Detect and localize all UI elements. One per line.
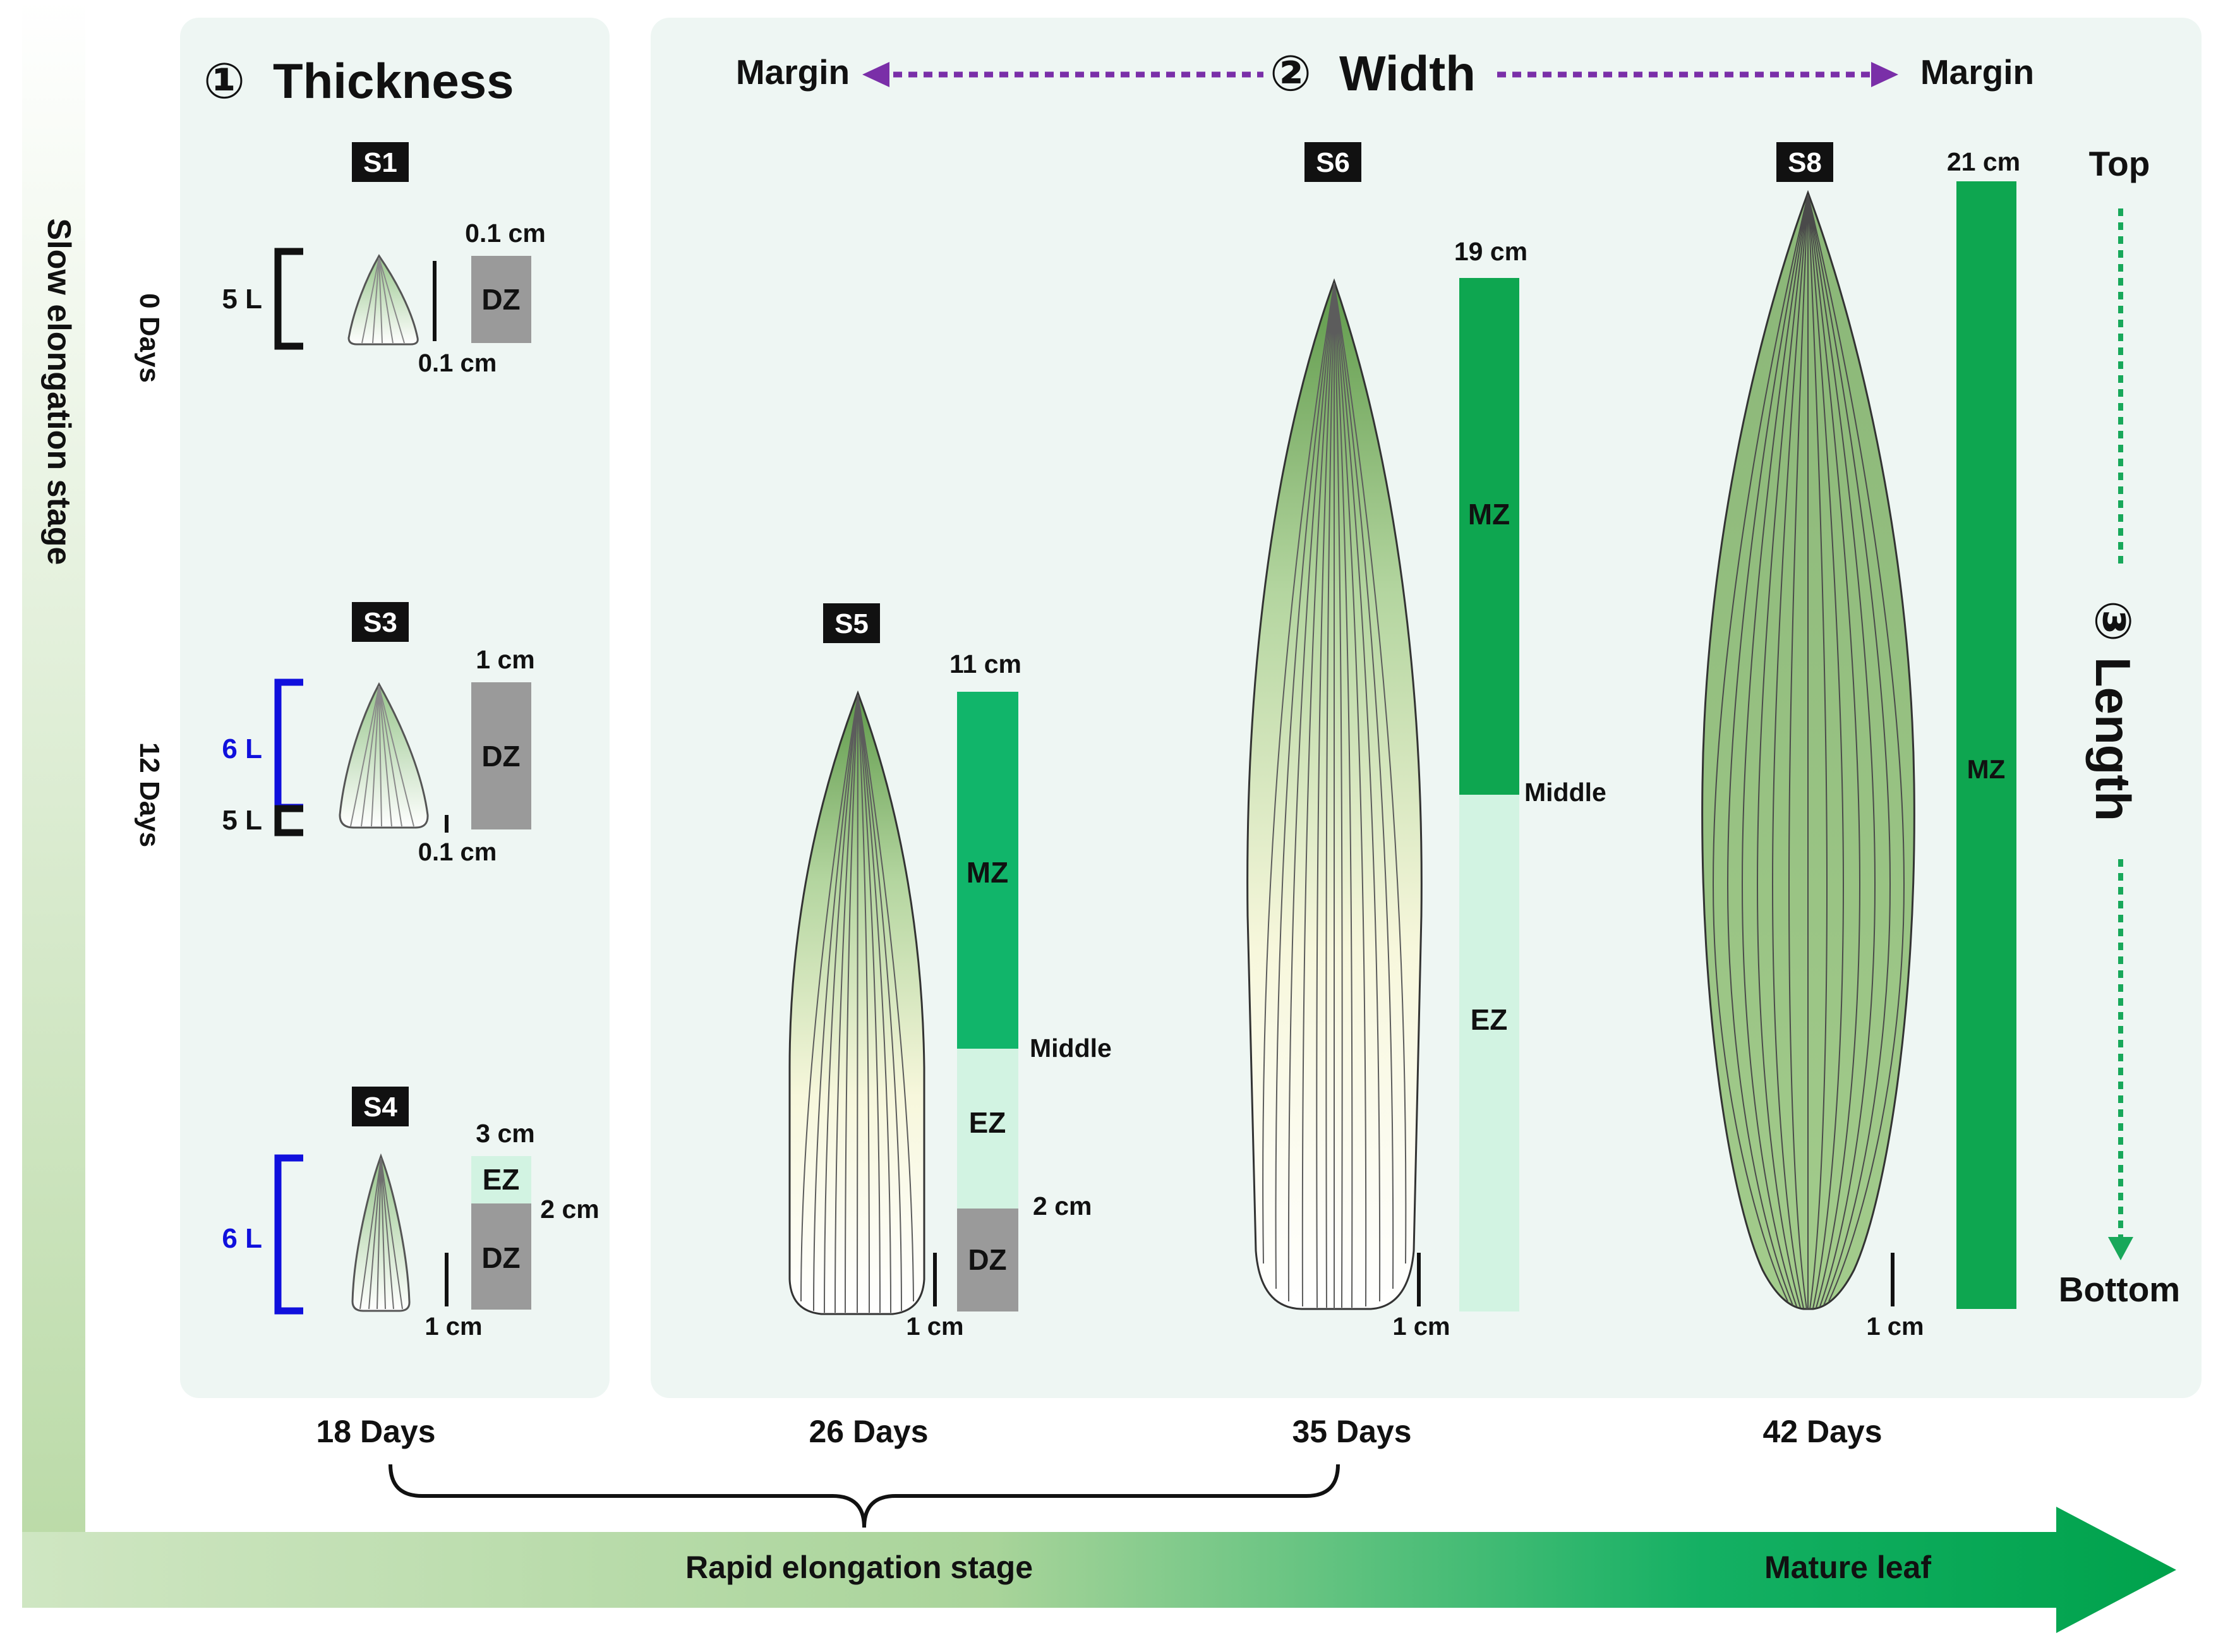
- stage-s8: S8 1 cm 21 cm MZ: [1701, 142, 2020, 1341]
- leaf-s5: [788, 690, 925, 1315]
- rapid-elongation-arrow: [22, 1507, 2176, 1633]
- leaf-s6: [1246, 278, 1423, 1310]
- zone-bar-s4-ez: [471, 1156, 531, 1203]
- leaf-s8: [1701, 190, 1915, 1310]
- day-42: 42 Days: [1762, 1414, 1882, 1449]
- length-label-s1: 0.1 cm: [465, 219, 546, 248]
- length-label-s3: 1 cm: [476, 645, 534, 674]
- svg-text:S3: S3: [363, 607, 397, 638]
- width-number: ②: [1270, 45, 1311, 101]
- stage-tag-s1: [352, 142, 409, 182]
- zone-bar-s8-mz: [1956, 181, 2016, 1309]
- svg-text:MZ: MZ: [1967, 754, 2006, 784]
- scale-label-s8: 1 cm: [1866, 1313, 1924, 1341]
- rapid-elongation-label: Rapid elongation stage: [685, 1550, 1033, 1585]
- stage-s6: S6 1 cm 19 cm MZ EZ Middle: [1246, 142, 1606, 1341]
- zone-bar-s5-mz: [957, 692, 1018, 1049]
- length-label-s8: 21 cm: [1947, 147, 2020, 176]
- leaf-s3: [339, 682, 429, 829]
- length-title: Length: [2085, 657, 2141, 821]
- layer-count-s4: 6 L: [222, 1223, 262, 1254]
- scale-label-s4: 1 cm: [425, 1313, 482, 1341]
- length-label-s4: 3 cm: [476, 1119, 534, 1148]
- day-35: 35 Days: [1292, 1414, 1411, 1449]
- length-label-s6: 19 cm: [1454, 237, 1527, 266]
- slow-elongation-label: Slow elongation stage: [40, 219, 77, 565]
- width-title: Width: [1339, 45, 1476, 101]
- svg-text:DZ: DZ: [481, 1241, 520, 1274]
- thickness-title: Thickness: [273, 53, 514, 109]
- day-26: 26 Days: [809, 1414, 928, 1449]
- stage-tag-s4: [352, 1087, 409, 1126]
- layer-bracket-s3-lower: [274, 805, 303, 836]
- stage-s5: S5 1 cm 11 cm MZ EZ DZ Middle 2 cm: [788, 603, 1112, 1341]
- leaf-s1: [347, 254, 419, 346]
- mature-leaf-label: Mature leaf: [1764, 1550, 1931, 1585]
- stage-s3: S3 6 L 5 L 0.1 cm 1 cm DZ: [222, 602, 535, 866]
- boundary-label-s5: 2 cm: [1033, 1191, 1092, 1221]
- scale-label-s6: 1 cm: [1392, 1313, 1450, 1341]
- zone-bar-s6-ez: [1459, 795, 1519, 1311]
- stage-tag-s6: [1304, 142, 1361, 182]
- scale-label-s3: 0.1 cm: [418, 838, 497, 866]
- svg-text:S6: S6: [1316, 147, 1350, 178]
- layer-bracket-s4: [274, 1154, 303, 1315]
- margin-right-label: Margin: [1920, 52, 2034, 92]
- layer-count-s3-black: 5 L: [222, 805, 262, 836]
- slow-elongation-axis: [22, 0, 85, 1608]
- thickness-number: ①: [203, 53, 245, 109]
- svg-text:DZ: DZ: [481, 283, 520, 316]
- stage-s4: S4 6 L 1 cm 3 cm EZ DZ 2 cm: [222, 1087, 599, 1341]
- length-top-label: Top: [2089, 144, 2150, 183]
- svg-text:S4: S4: [363, 1092, 397, 1123]
- stage-tag-s3: [352, 602, 409, 642]
- zone-bar-s1-dz: [471, 256, 531, 343]
- length-number: ③: [2085, 600, 2141, 642]
- zone-bar-s3-dz: [471, 682, 531, 829]
- svg-text:DZ: DZ: [968, 1243, 1006, 1276]
- zone-bar-s6-mz: [1459, 278, 1519, 795]
- margin-left-label: Margin: [736, 52, 850, 92]
- svg-text:EZ: EZ: [969, 1106, 1006, 1139]
- svg-text:DZ: DZ: [481, 740, 520, 773]
- layer-count-s1: 5 L: [222, 284, 262, 315]
- day-0: 0 Days: [134, 293, 165, 383]
- rapid-stage-brace: [389, 1464, 1340, 1528]
- length-label-s5: 11 cm: [949, 649, 1021, 678]
- layer-count-s3-blue: 6 L: [222, 733, 262, 764]
- scale-label-s5: 1 cm: [906, 1313, 963, 1341]
- length-bottom-label: Bottom: [2059, 1270, 2180, 1309]
- zone-bar-s5-dz: [957, 1209, 1018, 1311]
- svg-text:S5: S5: [834, 608, 869, 639]
- svg-text:EZ: EZ: [483, 1163, 520, 1196]
- svg-text:S8: S8: [1788, 147, 1822, 178]
- leaf-s4: [351, 1153, 411, 1312]
- width-arrow-right: [1497, 62, 1898, 87]
- zone-bar-s5-ez: [957, 1049, 1018, 1209]
- width-arrow-left: [862, 62, 1263, 87]
- day-12: 12 Days: [134, 742, 165, 847]
- boundary-label-s4: 2 cm: [540, 1195, 599, 1224]
- layer-bracket-s1: [274, 248, 303, 350]
- zone-bar-s4-dz: [471, 1203, 531, 1310]
- thickness-panel: [180, 18, 610, 1398]
- svg-text:S1: S1: [363, 147, 397, 178]
- scale-label-s1: 0.1 cm: [418, 349, 497, 377]
- length-arrow: [2108, 208, 2133, 1260]
- svg-text:MZ: MZ: [967, 856, 1008, 889]
- day-18: 18 Days: [316, 1414, 435, 1449]
- stage-tag-s5: [823, 603, 880, 643]
- stage-s1: S1 5 L 0.1 cm 0.1 cm DZ: [222, 142, 546, 377]
- middle-label-s5: Middle: [1030, 1034, 1112, 1063]
- svg-text:EZ: EZ: [1471, 1003, 1508, 1036]
- middle-label-s6: Middle: [1524, 778, 1606, 807]
- stage-tag-s8: [1776, 142, 1833, 182]
- svg-text:MZ: MZ: [1468, 498, 1510, 531]
